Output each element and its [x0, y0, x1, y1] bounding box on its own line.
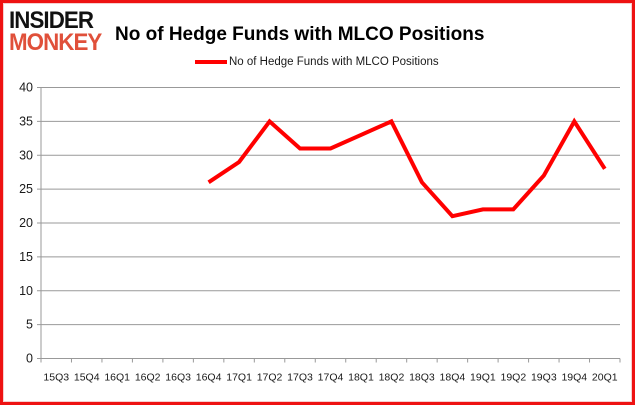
svg-text:17Q4: 17Q4 [318, 372, 344, 384]
svg-text:19Q2: 19Q2 [500, 372, 526, 384]
svg-text:19Q3: 19Q3 [531, 372, 557, 384]
svg-text:16Q2: 16Q2 [135, 372, 161, 384]
svg-text:15Q3: 15Q3 [43, 372, 69, 384]
chart-legend: No of Hedge Funds with MLCO Positions [195, 56, 439, 68]
svg-text:17Q3: 17Q3 [287, 372, 313, 384]
svg-text:18Q4: 18Q4 [440, 372, 466, 384]
svg-text:18Q2: 18Q2 [379, 372, 405, 384]
svg-text:15: 15 [19, 250, 33, 264]
insider-monkey-logo: INSIDER MONKEY [9, 7, 102, 57]
svg-text:18Q3: 18Q3 [409, 372, 435, 384]
svg-text:10: 10 [19, 284, 33, 298]
svg-text:25: 25 [19, 182, 33, 196]
svg-text:16Q1: 16Q1 [104, 372, 130, 384]
logo-line-monkey: MONKEY [9, 29, 102, 57]
logo-line-insider: INSIDER [9, 7, 94, 34]
svg-text:40: 40 [19, 81, 33, 95]
svg-text:15Q4: 15Q4 [74, 372, 100, 384]
svg-text:20Q1: 20Q1 [592, 372, 618, 384]
svg-text:20: 20 [19, 216, 33, 230]
svg-text:35: 35 [19, 114, 33, 128]
svg-text:19Q1: 19Q1 [470, 372, 496, 384]
legend-line-swatch [195, 60, 227, 64]
svg-text:18Q1: 18Q1 [348, 372, 374, 384]
line-chart: 0 5 10 15 20 25 30 35 40 15Q3 15Q4 16Q1 16Q2 16Q3 16Q4… [19, 81, 621, 384]
svg-text:17Q1: 17Q1 [226, 372, 252, 384]
svg-text:19Q4: 19Q4 [561, 372, 587, 384]
svg-text:0: 0 [26, 352, 33, 366]
page-title: No of Hedge Funds with MLCO Positions [115, 24, 485, 45]
svg-text:30: 30 [19, 148, 33, 162]
svg-text:16Q4: 16Q4 [196, 372, 222, 384]
svg-text:16Q3: 16Q3 [165, 372, 191, 384]
svg-text:5: 5 [26, 318, 33, 332]
svg-text:17Q2: 17Q2 [257, 372, 283, 384]
legend-label: No of Hedge Funds with MLCO Positions [229, 56, 439, 68]
